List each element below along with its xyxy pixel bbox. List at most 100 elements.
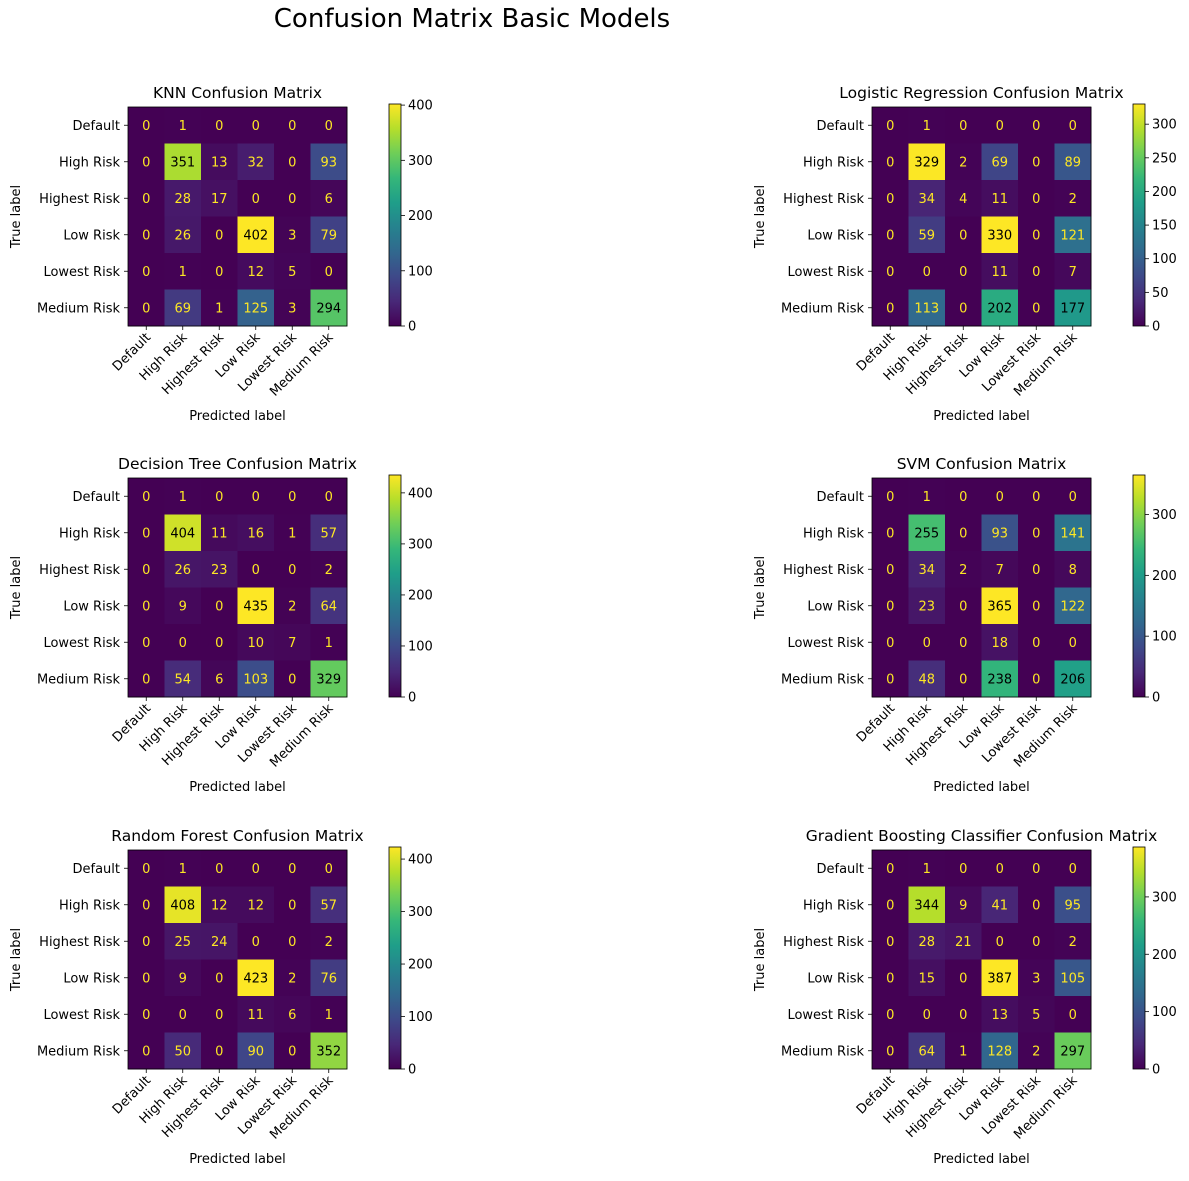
y-tick-label: Lowest Risk	[787, 1008, 864, 1023]
cell-value: 0	[325, 119, 333, 134]
cell-value: 69	[991, 155, 1008, 170]
heatmap-cell	[201, 514, 238, 552]
colorbar-tick-label: 300	[408, 905, 433, 920]
heatmap-cell	[981, 660, 1019, 698]
cell-value: 34	[918, 192, 935, 207]
cell-value: 28	[174, 192, 191, 207]
heatmap-cell	[981, 478, 1019, 515]
cell-value: 1	[325, 1008, 333, 1023]
heatmap-cell	[310, 886, 348, 924]
heatmap-cell	[237, 624, 275, 661]
heatmap-cell	[1018, 514, 1055, 552]
axes-frame	[127, 849, 348, 1070]
cell-value: 2	[1032, 1044, 1040, 1059]
cell-value: 3	[288, 228, 296, 243]
heatmap-cell	[310, 514, 348, 552]
x-tick-label: Medium Risk	[267, 330, 337, 400]
heatmap-cell	[908, 478, 946, 515]
cell-value: 0	[1032, 862, 1040, 877]
heatmap-cell	[981, 551, 1019, 588]
x-axis-label: Predicted label	[189, 780, 286, 795]
heatmap-cell	[274, 107, 311, 144]
cell-value: 1	[288, 526, 296, 541]
colorbar-tick-label: 100	[408, 639, 433, 654]
cell-value: 0	[886, 862, 894, 877]
cell-value: 2	[288, 971, 296, 986]
cell-value: 59	[918, 228, 935, 243]
heatmap-cell	[872, 587, 909, 625]
y-axis-label: True label	[9, 928, 24, 992]
heatmap-cell	[310, 624, 348, 661]
heatmap-cell	[201, 1032, 238, 1070]
heatmap-cell	[908, 1032, 946, 1070]
axes-frame	[871, 849, 1092, 1070]
cell-value: 1	[923, 862, 931, 877]
y-tick-label: High Risk	[803, 526, 864, 541]
heatmap-cell	[274, 143, 311, 181]
cell-value: 89	[1064, 155, 1081, 170]
cell-value: 0	[886, 935, 894, 950]
heatmap-cell	[128, 143, 165, 181]
heatmap-cell	[1054, 959, 1092, 997]
heatmap-cell	[128, 886, 165, 924]
heatmap-cell	[945, 216, 982, 254]
heatmap-cell	[1054, 551, 1092, 588]
axes-frame	[871, 106, 1092, 327]
heatmap-cell	[872, 996, 909, 1033]
colorbar-tick-label: 300	[1152, 890, 1177, 905]
cell-value: 8	[1069, 563, 1077, 578]
cell-value: 0	[142, 898, 150, 913]
heatmap-cell	[237, 180, 275, 217]
cell-value: 93	[991, 526, 1008, 541]
cell-value: 26	[174, 563, 191, 578]
heatmap-cell	[201, 959, 238, 997]
heatmap-cell	[201, 216, 238, 254]
cell-value: 404	[170, 526, 195, 541]
cell-value: 0	[1032, 490, 1040, 505]
cell-value: 41	[991, 898, 1008, 913]
cell-value: 11	[991, 265, 1008, 280]
heatmap-cell	[128, 514, 165, 552]
cell-value: 0	[142, 119, 150, 134]
heatmap-cell	[1054, 143, 1092, 181]
cell-value: 9	[959, 898, 967, 913]
cell-value: 344	[914, 898, 939, 913]
cell-value: 5	[1032, 1008, 1040, 1023]
heatmap-cell	[237, 959, 275, 997]
cell-value: 3	[1032, 971, 1040, 986]
chart-title: SVM Confusion Matrix	[897, 455, 1067, 473]
colorbar-tick-label: 400	[408, 486, 433, 501]
cell-value: 177	[1060, 301, 1085, 316]
heatmap-cell	[128, 923, 165, 960]
heatmap-cell	[164, 587, 202, 625]
heatmap-cell	[201, 886, 238, 924]
y-tick-label: Lowest Risk	[787, 265, 864, 280]
cell-value: 0	[215, 971, 223, 986]
cell-value: 69	[174, 301, 191, 316]
cell-value: 79	[320, 228, 337, 243]
heatmap-cell	[237, 660, 275, 698]
cell-value: 0	[142, 599, 150, 614]
heatmap-cell	[164, 216, 202, 254]
heatmap-cell	[1018, 923, 1055, 960]
cell-value: 0	[325, 862, 333, 877]
cell-value: 0	[886, 1008, 894, 1023]
y-tick-label: Low Risk	[807, 599, 864, 614]
heatmap-cell	[237, 1032, 275, 1070]
cell-value: 1	[179, 862, 187, 877]
cell-value: 255	[914, 526, 939, 541]
cell-value: 352	[316, 1044, 341, 1059]
heatmap-cell	[164, 107, 202, 144]
cell-value: 11	[211, 526, 228, 541]
cell-value: 2	[325, 935, 333, 950]
heatmap-cell	[201, 143, 238, 181]
cell-value: 365	[987, 599, 1012, 614]
cell-value: 0	[996, 862, 1004, 877]
heatmap-cell	[310, 587, 348, 625]
heatmap-cell	[1018, 289, 1055, 327]
heatmap-cell	[274, 1032, 311, 1070]
x-axis-label: Predicted label	[933, 1152, 1030, 1167]
y-tick-label: Low Risk	[807, 228, 864, 243]
cell-value: 0	[886, 672, 894, 687]
heatmap-cell	[310, 996, 348, 1033]
